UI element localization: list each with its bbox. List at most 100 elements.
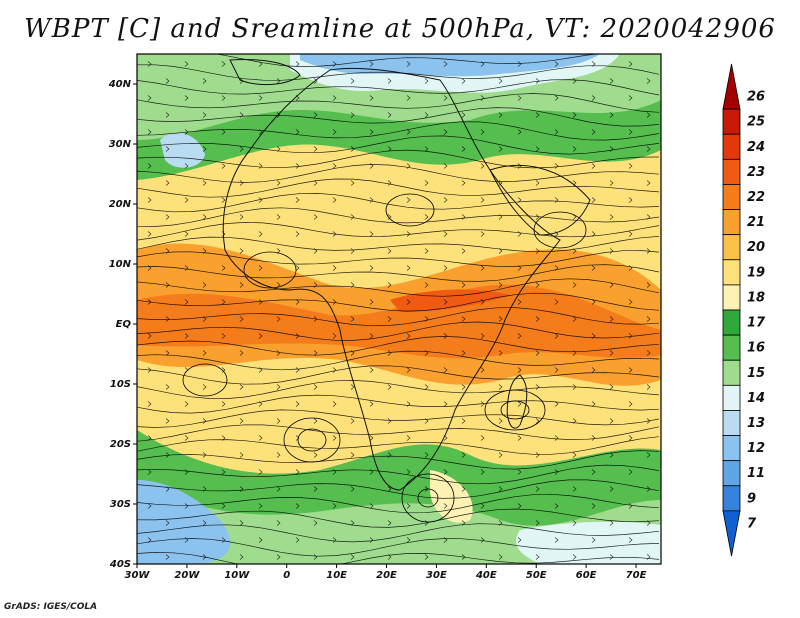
flow-arrow bbox=[554, 197, 559, 203]
flow-arrow bbox=[498, 282, 503, 288]
flow-arrow bbox=[517, 435, 522, 441]
flow-arrow bbox=[498, 214, 503, 220]
flow-arrow bbox=[646, 112, 651, 118]
colorbar-label: 14 bbox=[747, 391, 765, 406]
streamline bbox=[137, 321, 660, 341]
flow-arrow bbox=[165, 350, 170, 356]
colorbar-swatch bbox=[722, 184, 741, 210]
flow-arrow bbox=[424, 554, 429, 560]
flow-arrow bbox=[258, 435, 263, 441]
flow-arrow bbox=[258, 265, 263, 271]
streamline bbox=[137, 264, 660, 282]
flow-arrow bbox=[239, 384, 244, 390]
flow-arrow bbox=[350, 554, 355, 560]
flow-arrow bbox=[332, 333, 337, 339]
flow-arrow bbox=[646, 214, 651, 220]
flow-arrow bbox=[443, 163, 448, 169]
lon-tick-label: 20W bbox=[174, 570, 200, 581]
flow-arrow bbox=[295, 163, 300, 169]
colorbar-label: 22 bbox=[747, 190, 765, 205]
flow-arrow bbox=[517, 333, 522, 339]
flow-arrow bbox=[498, 146, 503, 152]
flow-arrow bbox=[480, 503, 485, 509]
flow-arrow bbox=[461, 180, 466, 186]
flow-arrow bbox=[628, 95, 633, 101]
flow-arrow bbox=[443, 503, 448, 509]
flow-arrow bbox=[313, 520, 318, 526]
flow-arrow bbox=[498, 418, 503, 424]
streamline bbox=[137, 493, 660, 514]
flow-arrow bbox=[332, 469, 337, 475]
flow-arrow bbox=[628, 367, 633, 373]
colorbar-label: 12 bbox=[747, 441, 765, 456]
flow-arrow bbox=[147, 61, 152, 67]
flow-arrow bbox=[480, 299, 485, 305]
flow-arrow bbox=[165, 486, 170, 492]
flow-arrow bbox=[295, 469, 300, 475]
flow-arrow bbox=[387, 486, 392, 492]
streamline bbox=[137, 336, 660, 356]
flow-arrow bbox=[239, 112, 244, 118]
flow-arrow bbox=[202, 452, 207, 458]
flow-arrow bbox=[461, 112, 466, 118]
flow-arrow bbox=[332, 163, 337, 169]
flow-arrow bbox=[369, 503, 374, 509]
flow-arrow bbox=[535, 146, 540, 152]
flow-arrow bbox=[535, 418, 540, 424]
field-equator-darkorange bbox=[137, 284, 661, 359]
flow-arrow bbox=[609, 384, 614, 390]
flow-arrow bbox=[406, 231, 411, 237]
flow-arrow bbox=[387, 384, 392, 390]
flow-arrow bbox=[239, 452, 244, 458]
flow-arrow bbox=[202, 248, 207, 254]
flow-arrow bbox=[535, 350, 540, 356]
flow-arrow bbox=[147, 435, 152, 441]
flow-arrow bbox=[387, 78, 392, 84]
flow-arrow bbox=[221, 367, 226, 373]
flow-arrow bbox=[609, 146, 614, 152]
lat-tick-label: 10N bbox=[109, 259, 132, 270]
flow-arrow bbox=[480, 61, 485, 67]
flow-arrow bbox=[591, 401, 596, 407]
flow-arrow bbox=[646, 520, 651, 526]
flow-arrow bbox=[480, 401, 485, 407]
flow-arrow bbox=[591, 265, 596, 271]
flow-arrow bbox=[369, 231, 374, 237]
flow-arrow bbox=[591, 197, 596, 203]
flow-arrow bbox=[165, 452, 170, 458]
flow-arrow bbox=[332, 299, 337, 305]
flow-arrow bbox=[646, 78, 651, 84]
streamline bbox=[137, 464, 660, 485]
flow-arrow bbox=[443, 265, 448, 271]
flow-arrow bbox=[424, 452, 429, 458]
flow-arrow bbox=[332, 265, 337, 271]
flow-arrow bbox=[276, 384, 281, 390]
flow-arrow bbox=[239, 282, 244, 288]
flow-arrow bbox=[313, 180, 318, 186]
flow-arrow bbox=[239, 214, 244, 220]
flow-arrow bbox=[609, 180, 614, 186]
flow-arrow bbox=[572, 384, 577, 390]
flow-arrow bbox=[332, 503, 337, 509]
flow-arrow bbox=[165, 384, 170, 390]
flow-arrow bbox=[498, 78, 503, 84]
flow-arrow bbox=[424, 520, 429, 526]
flow-arrow bbox=[258, 503, 263, 509]
flow-arrow bbox=[628, 503, 633, 509]
vortex-south-atlantic bbox=[283, 417, 341, 463]
streamline bbox=[137, 79, 660, 96]
streamline bbox=[137, 121, 660, 141]
flow-arrow bbox=[184, 197, 189, 203]
lat-tick-label: 30S bbox=[110, 499, 131, 510]
flow-arrow bbox=[443, 537, 448, 543]
flow-arrow bbox=[480, 265, 485, 271]
flow-arrow bbox=[572, 554, 577, 560]
streamline bbox=[137, 365, 660, 385]
vortex-madagascar-inner bbox=[500, 400, 530, 420]
flow-arrow bbox=[591, 333, 596, 339]
flow-arrow bbox=[609, 520, 614, 526]
flow-arrow bbox=[147, 197, 152, 203]
flow-arrow bbox=[424, 350, 429, 356]
flow-arrow bbox=[628, 469, 633, 475]
flow-arrow bbox=[572, 350, 577, 356]
